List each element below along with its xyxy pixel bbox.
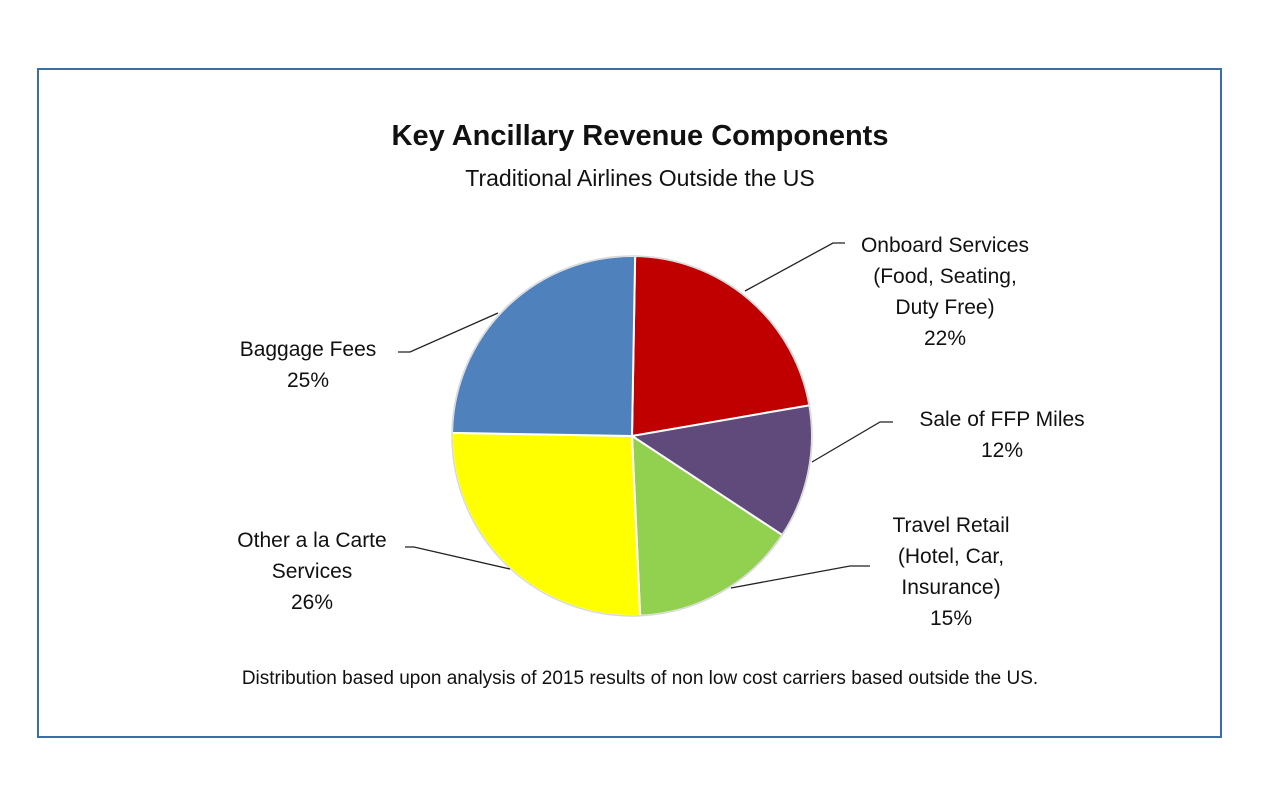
slice-label-line: Travel Retail — [892, 514, 1009, 537]
slice-label-3: Travel Retail (Hotel, Car, Insurance) 15% — [892, 514, 1009, 630]
chart-footnote: Distribution based upon analysis of 2015… — [241, 668, 1039, 689]
slice-label-line: Baggage Fees — [240, 338, 377, 361]
slice-label-5: Baggage Fees 25% — [240, 338, 377, 392]
leader-line-4 — [405, 546, 511, 570]
chart-title: Key Ancillary Revenue Components — [391, 120, 889, 152]
leader-line-3 — [730, 565, 870, 589]
slice-label-2: Sale of FFP Miles 12% — [919, 408, 1084, 462]
slice-label-line: (Hotel, Car, — [898, 545, 1004, 568]
slice-percent-label: 12% — [981, 439, 1023, 462]
slice-label-line: Other a la Carte — [237, 529, 386, 552]
slice-label-line: Duty Free) — [895, 296, 994, 319]
pie-slice-5 — [451, 255, 637, 438]
slice-label-line: Sale of FFP Miles — [919, 408, 1084, 431]
slice-label-line: Services — [272, 560, 353, 583]
slice-label-line: Insurance) — [901, 576, 1000, 599]
slice-percent-label: 22% — [924, 327, 966, 350]
slice-percent-label: 25% — [287, 369, 329, 392]
pie-slice-4 — [451, 431, 642, 617]
slice-label-1: Onboard Services (Food, Seating, Duty Free… — [861, 234, 1029, 350]
slice-label-4: Other a la Carte Services 26% — [237, 529, 386, 614]
slice-label-line: Onboard Services — [861, 234, 1029, 257]
pie-outline — [451, 255, 813, 617]
leader-line-5 — [398, 312, 499, 353]
leader-line-2 — [811, 421, 893, 463]
chart-subtitle: Traditional Airlines Outside the US — [465, 165, 815, 191]
leader-line-1 — [744, 242, 845, 292]
slice-percent-label: 15% — [930, 607, 972, 630]
slice-percent-label: 26% — [291, 591, 333, 614]
slice-label-line: (Food, Seating, — [873, 265, 1017, 288]
